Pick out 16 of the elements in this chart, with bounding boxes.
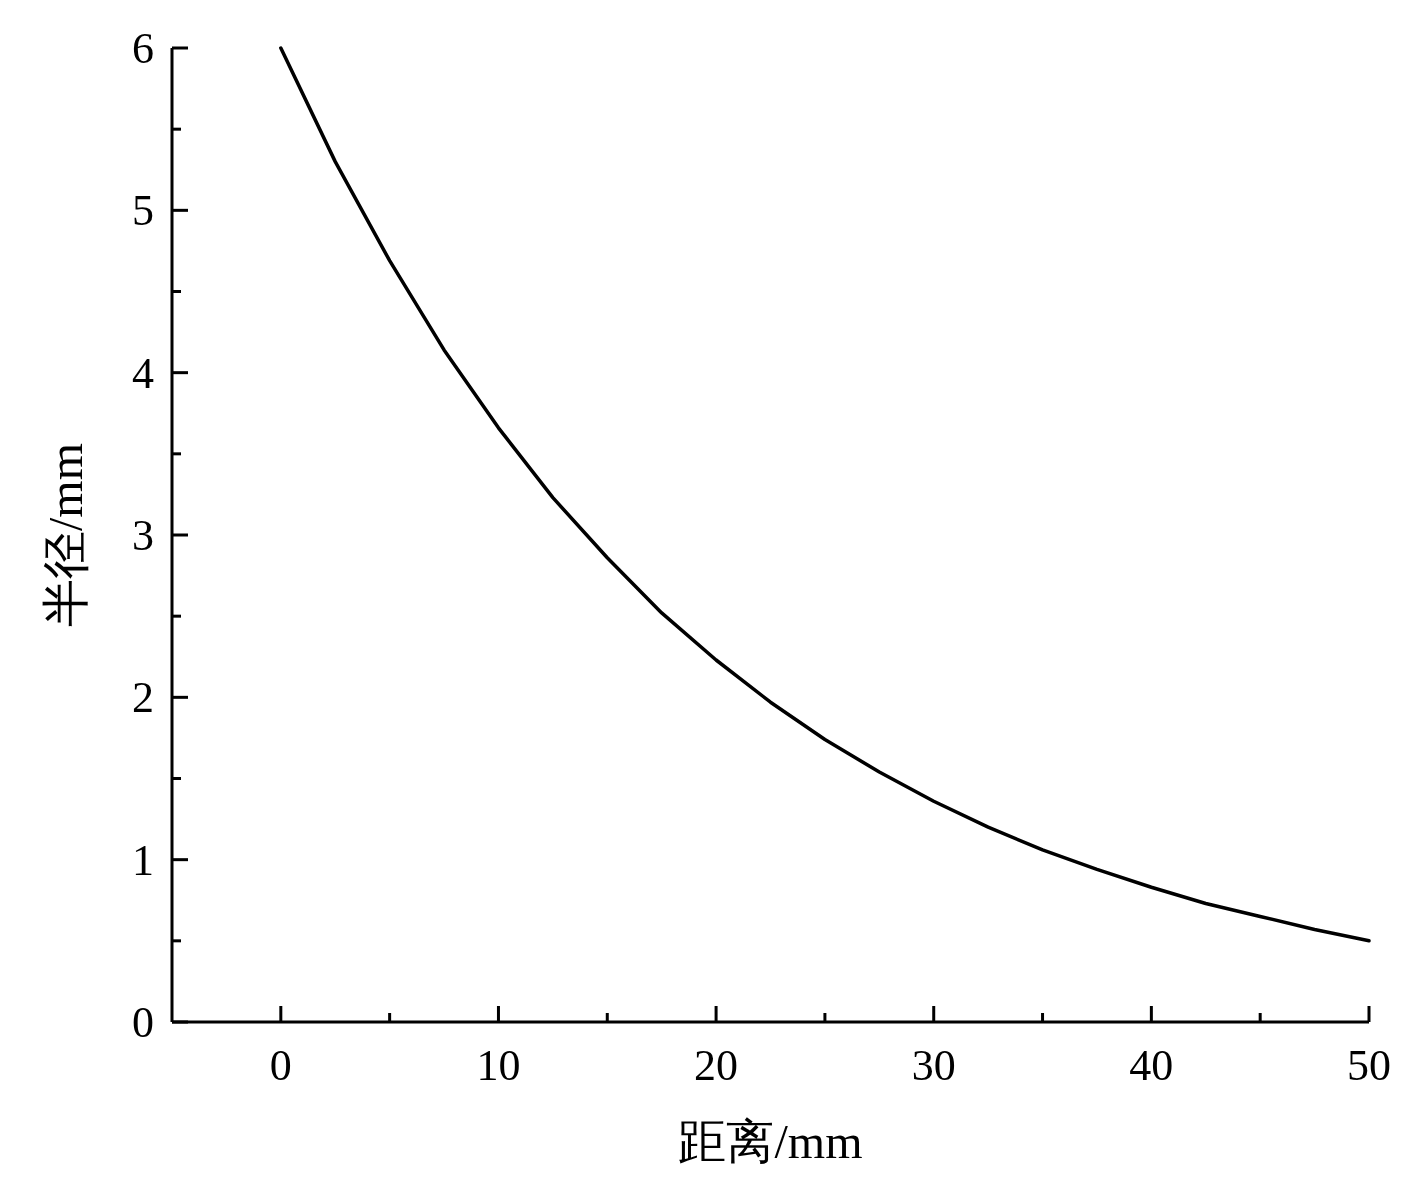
x-tick-label: 20	[694, 1041, 739, 1090]
y-axis-title: 半径/mm	[39, 442, 92, 628]
y-tick-label: 0	[132, 998, 154, 1047]
line-series	[279, 46, 1371, 943]
y-tick-label: 1	[132, 835, 154, 885]
x-tick-label: 0	[269, 1041, 292, 1090]
x-tick-label: 10	[476, 1041, 521, 1090]
y-tick-label: 3	[132, 511, 154, 560]
x-tick-label: 30	[911, 1041, 956, 1090]
x-tick-label: 50	[1347, 1041, 1391, 1090]
y-tick-label: 6	[132, 24, 154, 73]
x-tick-label: 40	[1129, 1041, 1174, 1090]
x-axis-title: 距离/mm	[678, 1115, 863, 1168]
y-tick-label: 2	[132, 673, 154, 723]
y-tick-label: 4	[132, 348, 154, 398]
y-tick-label: 5	[132, 186, 154, 236]
